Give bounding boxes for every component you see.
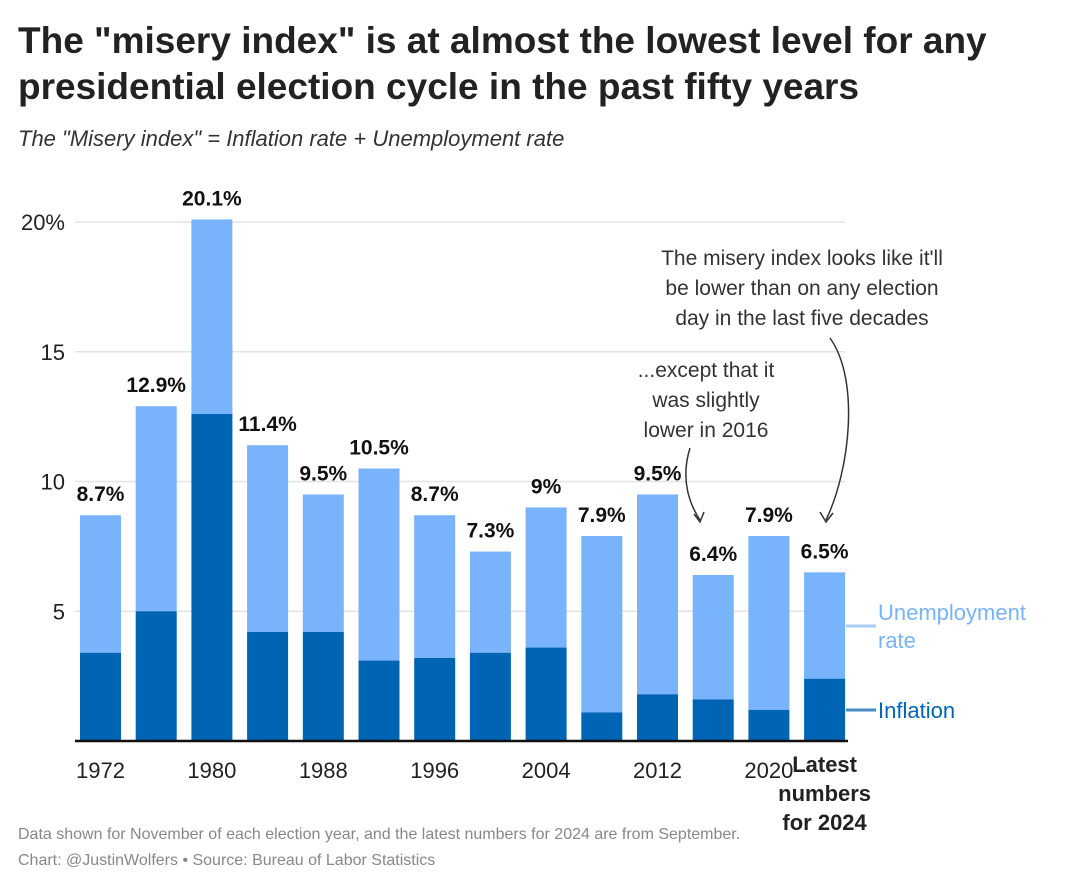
x-tick-label-latest: numbers [778, 781, 871, 806]
arrowhead-icon [693, 511, 705, 524]
legend-label-inflation: Inflation [878, 698, 955, 723]
bar-inflation [748, 709, 790, 741]
annotation-text: lower in 2016 [644, 419, 769, 442]
bar-inflation [80, 652, 121, 741]
bar-inflation [358, 660, 400, 741]
bar-unemployment [748, 535, 790, 710]
x-tick-label: 1988 [299, 758, 348, 783]
bar-unemployment [191, 219, 233, 415]
x-tick-label: 2020 [744, 758, 793, 783]
total-label: 12.9% [126, 374, 186, 397]
bar-unemployment [525, 507, 567, 648]
annotation-text: day in the last five decades [675, 307, 928, 330]
bar-unemployment [692, 574, 734, 700]
bar-unemployment [358, 468, 400, 661]
bar-inflation [581, 712, 623, 741]
total-label: 9.5% [634, 462, 682, 485]
total-label: 7.9% [745, 504, 793, 527]
total-label: 9.5% [299, 462, 347, 485]
footnote: Data shown for November of each election… [18, 826, 741, 843]
bar-unemployment [135, 406, 177, 612]
y-tick-label: 10 [41, 470, 65, 495]
total-label: 6.5% [801, 540, 849, 563]
bar-inflation [191, 414, 233, 741]
bar-unemployment [80, 515, 121, 653]
bar-inflation [135, 611, 177, 741]
bar-inflation [804, 678, 846, 741]
annotation-text: be lower than on any election [665, 277, 938, 300]
annotation-arrow [825, 337, 850, 521]
x-tick-label-latest: Latest [792, 752, 857, 777]
total-label: 20.1% [182, 187, 242, 210]
credit: Chart: @JustinWolfers • Source: Bureau o… [18, 852, 436, 869]
total-label: 7.3% [466, 520, 514, 543]
total-label: 8.7% [77, 483, 125, 506]
total-label: 11.4% [238, 413, 297, 436]
bar-inflation [525, 647, 567, 741]
y-tick-label: 5 [53, 599, 65, 624]
x-tick-label: 1972 [76, 758, 125, 783]
total-label: 10.5% [349, 437, 409, 460]
bar-unemployment [469, 551, 511, 653]
bar-unemployment [247, 445, 289, 633]
chart-title: The "misery index" is at almost the lowe… [18, 20, 987, 107]
annotation-text: ...except that it [638, 359, 775, 382]
bar-inflation [414, 657, 456, 741]
total-label: 8.7% [411, 483, 459, 506]
legend-label-unemployment: Unemployment [878, 600, 1026, 625]
bar-inflation [637, 694, 678, 741]
bar-inflation [247, 632, 289, 741]
annotation-text: The misery index looks like it'll [661, 247, 943, 270]
bar-unemployment [581, 535, 623, 713]
x-tick-label: 1980 [187, 758, 236, 783]
annotation-text: was slightly [651, 389, 760, 412]
total-label: 6.4% [689, 543, 737, 566]
total-label: 7.9% [578, 504, 626, 527]
bar-inflation [692, 699, 734, 741]
y-tick-label: 20% [21, 210, 65, 235]
bar-unemployment [414, 515, 456, 658]
y-tick-label: 15 [41, 340, 65, 365]
legend-label-unemployment: rate [878, 628, 916, 653]
arrowhead-icon [819, 511, 834, 524]
x-tick-label: 2004 [522, 758, 571, 783]
x-tick-label: 2012 [633, 758, 682, 783]
total-label: 9% [531, 475, 562, 498]
bar-unemployment [804, 572, 846, 679]
x-tick-label: 1996 [410, 758, 459, 783]
x-tick-label-latest: for 2024 [782, 810, 867, 835]
bar-unemployment [637, 494, 678, 695]
bar-inflation [302, 632, 344, 741]
chart-subtitle: The "Misery index" = Inflation rate + Un… [18, 126, 565, 151]
bar-inflation [469, 652, 511, 741]
annotation-arrow [685, 447, 701, 521]
bar-unemployment [302, 494, 344, 633]
